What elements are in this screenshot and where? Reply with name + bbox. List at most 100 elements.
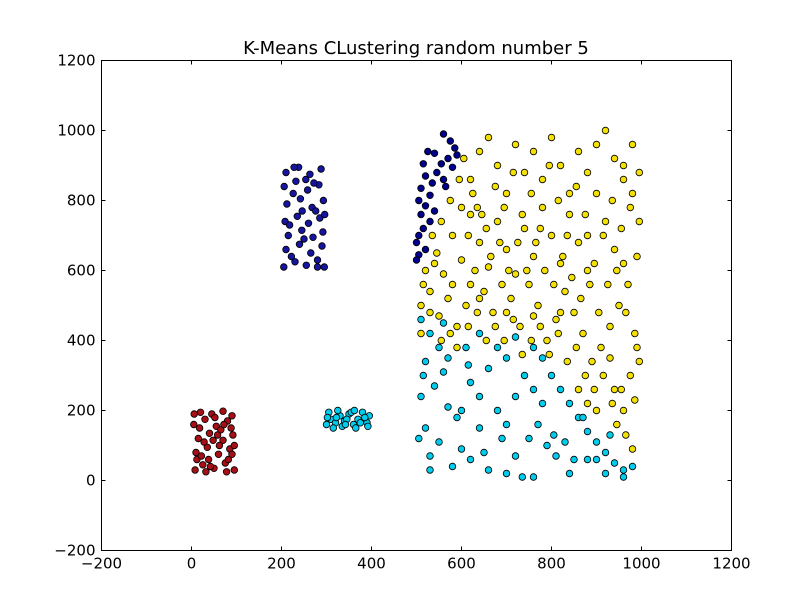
data-point: [457, 203, 466, 212]
data-point: [197, 452, 206, 460]
data-point: [484, 133, 493, 142]
data-point: [421, 245, 430, 254]
data-point: [448, 280, 457, 289]
data-point: [556, 308, 565, 317]
data-point: [500, 203, 508, 212]
data-point: [502, 420, 511, 429]
data-point: [617, 224, 625, 233]
data-point: [222, 468, 231, 476]
data-point: [514, 238, 522, 247]
data-point: [588, 357, 596, 366]
data-point: [509, 315, 517, 324]
chart-title: K-Means CLustering random number 5: [243, 38, 589, 59]
data-point: [559, 252, 567, 261]
data-point: [583, 399, 592, 408]
data-point: [195, 424, 204, 432]
data-point: [190, 420, 198, 429]
y-tick-label: 1000: [57, 122, 95, 140]
data-point: [329, 424, 337, 432]
data-point: [214, 450, 223, 458]
data-point: [624, 280, 632, 289]
data-point: [289, 189, 297, 198]
data-point: [444, 403, 452, 411]
data-point: [599, 231, 607, 240]
data-point: [435, 438, 443, 446]
data-point: [626, 203, 634, 212]
data-point: [570, 308, 578, 317]
data-point: [577, 294, 585, 303]
data-point: [412, 256, 421, 264]
data-point: [229, 431, 237, 439]
data-point: [466, 378, 475, 387]
data-point: [547, 231, 556, 240]
data-point: [496, 238, 504, 247]
x-tick-label: 1000: [622, 555, 660, 573]
data-point: [419, 224, 427, 233]
data-point: [426, 329, 434, 338]
data-point: [507, 294, 515, 303]
data-point: [230, 466, 238, 474]
data-point: [190, 410, 198, 418]
data-point: [322, 420, 331, 429]
data-point: [475, 294, 484, 303]
data-point: [319, 196, 328, 205]
data-point: [215, 441, 224, 450]
data-point: [572, 182, 580, 191]
data-point: [302, 175, 310, 184]
data-point: [518, 210, 526, 219]
data-point: [292, 177, 300, 185]
data-point: [313, 263, 322, 271]
data-point: [320, 263, 328, 271]
data-point: [220, 420, 228, 429]
data-point: [617, 385, 625, 394]
data-point: [579, 329, 587, 338]
data-point: [601, 448, 610, 457]
data-point: [534, 301, 542, 310]
data-point: [464, 231, 472, 240]
data-point: [574, 147, 583, 156]
data-point: [439, 368, 448, 376]
data-point: [453, 413, 461, 422]
data-point: [426, 466, 434, 474]
data-point: [462, 301, 470, 310]
data-point: [547, 371, 556, 380]
data-point: [439, 130, 448, 138]
data-point: [356, 419, 364, 427]
data-point: [545, 161, 553, 170]
data-point: [491, 322, 499, 331]
data-point: [304, 219, 313, 227]
data-point: [448, 163, 457, 171]
data-point: [321, 210, 329, 219]
data-point: [204, 455, 213, 464]
data-point: [428, 231, 436, 240]
data-point: [502, 469, 511, 478]
data-point: [319, 228, 327, 236]
data-point: [417, 301, 425, 310]
data-point: [293, 212, 301, 220]
data-point: [484, 466, 493, 474]
data-point: [570, 455, 578, 464]
data-point: [561, 438, 569, 446]
data-point: [556, 385, 565, 394]
data-point: [421, 172, 430, 180]
data-point: [306, 170, 314, 178]
data-point: [302, 261, 310, 269]
data-point: [475, 238, 484, 247]
data-point: [502, 308, 511, 317]
data-point: [323, 413, 332, 422]
data-point: [527, 336, 535, 345]
data-point: [633, 343, 641, 352]
data-point: [543, 441, 551, 450]
data-point: [619, 466, 628, 474]
data-point: [538, 354, 547, 362]
data-point: [464, 322, 472, 331]
data-point: [592, 140, 601, 149]
data-point: [300, 235, 308, 243]
data-point: [619, 175, 628, 184]
data-point: [478, 210, 486, 219]
data-point: [527, 189, 535, 198]
data-point: [608, 399, 616, 408]
data-point: [283, 200, 291, 208]
data-point: [610, 245, 619, 254]
data-point: [552, 452, 560, 460]
